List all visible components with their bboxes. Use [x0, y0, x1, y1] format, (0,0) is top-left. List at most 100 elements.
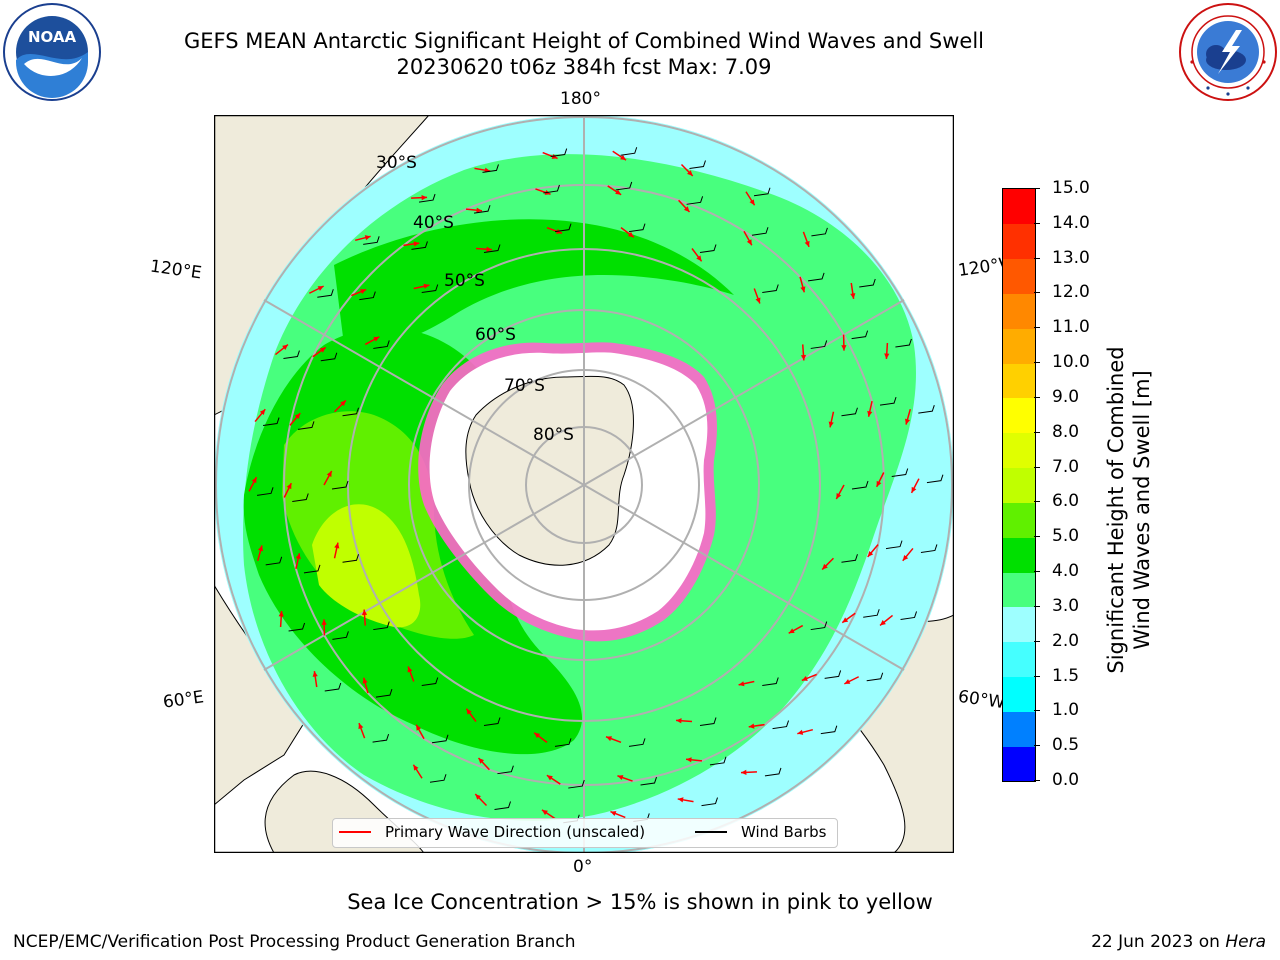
- lat-label-50s: 50°S: [444, 271, 485, 291]
- wave-direction-arrowhead: [842, 617, 849, 623]
- colorbar-tick: [1034, 222, 1040, 224]
- wave-direction-arrowhead: [800, 286, 806, 293]
- wave-direction-arrowhead: [748, 723, 755, 729]
- wind-barb: [554, 223, 572, 233]
- wind-barb: [421, 677, 439, 686]
- colorbar-segment: [1003, 676, 1035, 712]
- wave-direction-arrowhead: [358, 723, 364, 730]
- wind-barb: [686, 196, 704, 205]
- wind-barb: [615, 181, 633, 191]
- wind-barb: [772, 720, 790, 730]
- wave-direction-arrowhead: [373, 336, 380, 342]
- wind-barb: [640, 776, 658, 786]
- wind-barb: [288, 622, 306, 632]
- wind-barb: [891, 468, 909, 478]
- wind-barb: [473, 205, 491, 214]
- wave-direction-arrowhead: [364, 235, 371, 241]
- wave-direction-arrowhead: [677, 797, 684, 803]
- wave-direction-arrowhead: [340, 400, 346, 407]
- colorbar-tick: [1034, 571, 1040, 573]
- wave-direction-arrowhead: [841, 345, 847, 351]
- wind-barb: [297, 421, 315, 430]
- antarctica: [418, 342, 717, 642]
- wind-barb: [342, 554, 360, 563]
- wave-direction-arrowhead: [466, 708, 472, 715]
- wave-direction-arrowhead: [740, 769, 747, 775]
- colorbar-tick-label: 1.0: [1052, 700, 1080, 721]
- wave-direction-arrowhead: [836, 493, 842, 500]
- wave-direction-arrowhead: [486, 246, 492, 252]
- wave-direction-arrowhead: [683, 206, 690, 213]
- lon-label-60w: 60°W: [956, 686, 1007, 714]
- nws-logo: [1179, 3, 1277, 101]
- wind-barb: [701, 797, 718, 807]
- wind-barb: [265, 556, 283, 566]
- lat-label-60s: 60°S: [475, 325, 516, 345]
- colorbar-segment: [1003, 363, 1035, 399]
- wind-barb: [331, 480, 349, 490]
- footer-date-text: 22 Jun 2023 on: [1091, 932, 1226, 952]
- colorbar-segment: [1003, 606, 1035, 643]
- antarctic-map: [213, 114, 955, 855]
- wind-barb: [762, 677, 779, 686]
- wind-barb: [810, 621, 828, 631]
- colorbar-tick-label: 0.0: [1052, 770, 1080, 790]
- wave-direction-arrowhead: [880, 619, 886, 626]
- wave-direction-arrowhead: [822, 563, 828, 570]
- graticule: [215, 115, 953, 854]
- wind-barb: [375, 688, 393, 698]
- wave-direction-arrowhead: [686, 757, 692, 763]
- wind-barb: [256, 487, 274, 496]
- colorbar-tick-label: 0.5: [1052, 735, 1080, 756]
- colorbar-tick: [1034, 536, 1040, 538]
- wind-barb: [482, 164, 499, 173]
- wave-direction-arrowhead: [620, 154, 627, 161]
- wind-barb: [554, 738, 572, 747]
- noaa-logo: NOAA: [3, 3, 101, 101]
- legend-label-wave-direction: Primary Wave Direction (unscaled): [385, 823, 646, 841]
- wave-direction-arrowhead: [902, 554, 909, 561]
- colorbar-label-line2: Wind Waves and Swell [m]: [1130, 370, 1154, 650]
- wind-barb: [418, 193, 436, 203]
- wave-direction-arrowhead: [617, 775, 624, 781]
- colorbar-tick-label: 1.5: [1052, 665, 1080, 686]
- colorbar-tick: [1034, 745, 1040, 747]
- lat-label-40s: 40°S: [413, 213, 454, 233]
- wave-direction-arrowhead: [904, 418, 910, 425]
- colorbar-segment: [1003, 189, 1035, 225]
- wind-barb: [851, 480, 869, 490]
- wind-barb: [497, 765, 514, 775]
- wave-direction-arrowhead: [755, 297, 761, 304]
- legend-black-line: [695, 831, 727, 833]
- wave-direction-arrowhead: [788, 628, 795, 634]
- footer-date: 22 Jun 2023 on Hera: [1091, 932, 1266, 952]
- wind-barb: [811, 227, 828, 237]
- wave-direction-arrowhead: [876, 480, 882, 487]
- wave-direction-arrowhead: [407, 666, 413, 673]
- wind-barb: [483, 717, 501, 726]
- colorbar-segment: [1003, 537, 1035, 573]
- wind-barb: [751, 227, 769, 236]
- colorbar-tick-label: 9.0: [1052, 386, 1080, 407]
- wave-direction-arrowhead: [746, 239, 752, 246]
- colorbar-tick-label: 11.0: [1052, 317, 1090, 338]
- wind-barb: [324, 682, 342, 692]
- colorbar-tick-label: 2.0: [1052, 630, 1080, 651]
- wave-direction-arrowhead: [360, 289, 367, 295]
- wave-direction-arrowhead: [321, 619, 327, 625]
- wind-barb: [411, 241, 428, 250]
- colorbar-tick-label: 5.0: [1052, 526, 1080, 547]
- wave-direction-arrowhead: [804, 240, 810, 247]
- lon-label-120e: 120°E: [148, 256, 203, 284]
- colorbar-segment: [1003, 293, 1035, 329]
- wind-barb: [363, 236, 380, 245]
- colorbar-segment: [1003, 572, 1035, 608]
- legend-item-wave-direction: Primary Wave Direction (unscaled): [339, 823, 645, 841]
- wave-direction-arrowhead: [615, 189, 622, 195]
- wind-barb: [431, 734, 449, 744]
- wind-barb: [262, 417, 280, 427]
- colorbar-segment: [1003, 328, 1035, 364]
- wave-direction-arrowhead: [749, 199, 755, 206]
- wind-barb: [699, 717, 717, 726]
- wind-barb: [863, 609, 880, 618]
